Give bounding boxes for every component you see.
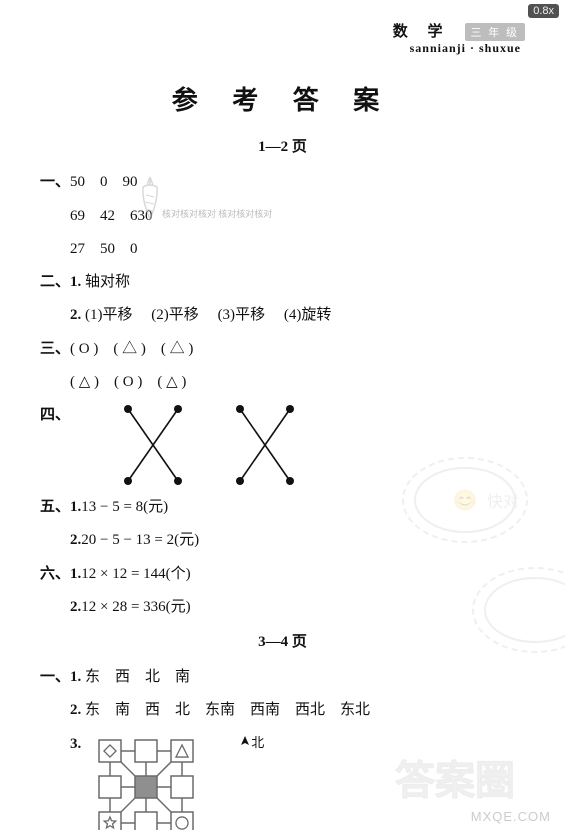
north-arrow-icon	[239, 735, 251, 749]
q1-row1: 一、50 0 90	[40, 168, 525, 197]
q5-i1l: 1.	[70, 499, 81, 515]
q2-i2-label: 2.	[70, 307, 81, 323]
q2-p2t: 平移	[169, 307, 199, 323]
q2-p3l: (3)	[218, 307, 236, 323]
stamp-watermark-icon: 😊 快对	[395, 445, 535, 555]
q5-i1t: 13 − 5 = 8(元)	[81, 499, 168, 515]
compass-grid-diagram	[89, 730, 229, 830]
header: 数 学 三 年 级 sannianji · shuxue	[40, 20, 525, 56]
q1-row2: 69 42 630	[40, 202, 525, 231]
stamp-text: 快对	[487, 493, 519, 511]
q6-line1: 六、1.12 × 12 = 144(个)	[40, 560, 525, 589]
q3-row1: ( O ) ( △ ) ( △ )	[70, 341, 193, 357]
section1-heading: 1—2 页	[40, 135, 525, 156]
q1-r3-c: 0	[130, 241, 138, 257]
page-title: 参 考 答 案	[40, 80, 525, 117]
north-text: 北	[251, 735, 264, 750]
grade-badge: 三 年 级	[465, 23, 526, 41]
url-watermark: MXQE.COM	[471, 809, 551, 824]
q5-i2l: 2.	[70, 532, 81, 548]
q6-i2l: 2.	[70, 599, 81, 615]
q1-r3-a: 27	[70, 241, 85, 257]
q2-p3t: 平移	[235, 307, 265, 323]
q2-p4t: 旋转	[301, 307, 331, 323]
q1-prefix: 一、	[40, 174, 70, 190]
pinyin: sannianji · shuxue	[40, 41, 521, 56]
q4-prefix: 四、	[40, 401, 70, 430]
q3-row2: ( △ ) ( O ) ( △ )	[70, 374, 186, 390]
q1-r2-a: 69	[70, 208, 85, 224]
q2-p2l: (2)	[151, 307, 169, 323]
s2q1-prefix: 一、	[40, 669, 70, 685]
q1-r3-b: 50	[100, 241, 115, 257]
s2q1-line1: 一、1. 东 西 北 南	[40, 663, 525, 692]
s2q1-i2t: 东 南 西 北 东南 西南 西北 东北	[85, 702, 370, 718]
q1-row3: 27 50 0	[40, 235, 525, 264]
s2q1-i2l: 2.	[70, 702, 81, 718]
subject-label: 数 学	[393, 20, 451, 41]
svg-text:😊: 😊	[453, 489, 478, 512]
q2-i1-label: 1.	[70, 274, 81, 290]
stamp-watermark-icon-2	[465, 555, 565, 665]
q6-line2: 2.12 × 28 = 336(元)	[40, 593, 525, 622]
q6-i1l: 1.	[70, 566, 81, 582]
q1-r1-b: 0	[100, 174, 108, 190]
q1-r1-a: 50	[70, 174, 85, 190]
q6-i1t: 12 × 12 = 144(个)	[81, 566, 190, 582]
q5-i2t: 20 − 5 − 13 = 2(元)	[81, 532, 199, 548]
q5-prefix: 五、	[40, 499, 70, 515]
north-label: 北	[239, 730, 264, 755]
q3-line1: 三、( O ) ( △ ) ( △ )	[40, 335, 525, 364]
matching-diagram	[110, 401, 310, 489]
s2q1-line2: 2. 东 南 西 北 东南 西南 西北 东北	[40, 696, 525, 725]
s2q1-i1l: 1.	[70, 669, 81, 685]
q6-i2t: 12 × 28 = 336(元)	[81, 599, 190, 615]
s2q1-i1t: 东 西 北 南	[85, 669, 190, 685]
q2-p1l: (1)	[85, 307, 103, 323]
carrot-watermark-text: 核对核对核对 核对核对核对	[162, 210, 272, 220]
zoom-badge: 0.8x	[528, 4, 559, 18]
page: 数 学 三 年 级 sannianji · shuxue 参 考 答 案 核对核…	[0, 0, 565, 830]
q3-line2: ( △ ) ( O ) ( △ )	[40, 368, 525, 397]
s2q1-i3l: 3.	[70, 730, 81, 759]
section2-heading: 3—4 页	[40, 630, 525, 651]
q2-line1: 二、1. 轴对称	[40, 268, 525, 297]
q2-line2: 2. (1)平移 (2)平移 (3)平移 (4)旋转	[40, 301, 525, 330]
q2-i1-text: 轴对称	[85, 274, 130, 290]
q1-r2-b: 42	[100, 208, 115, 224]
logo-watermark-icon: 答案圈	[395, 752, 555, 812]
carrot-watermark-icon	[128, 175, 172, 230]
q2-p4l: (4)	[284, 307, 302, 323]
q2-prefix: 二、	[40, 274, 70, 290]
q3-prefix: 三、	[40, 341, 70, 357]
q6-prefix: 六、	[40, 566, 70, 582]
logo-text: 答案圈	[395, 759, 515, 803]
q2-p1t: 平移	[103, 307, 133, 323]
